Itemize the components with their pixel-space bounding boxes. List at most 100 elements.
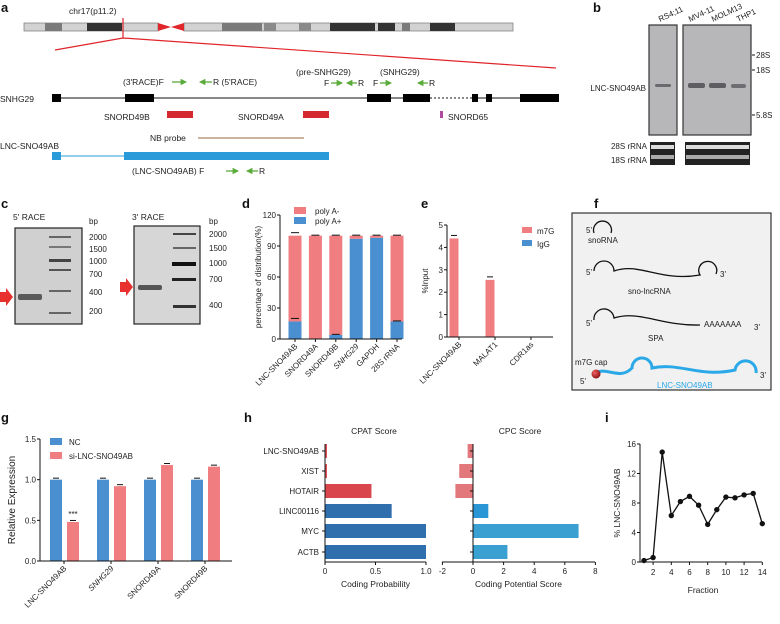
chromosome-label: chr17(p11.2) [69, 6, 117, 16]
northern-blot-image [648, 24, 752, 136]
panel-label-i: i [605, 410, 609, 425]
bar-nc [191, 479, 203, 561]
data-point [695, 502, 702, 508]
ladder-size-label: 1000 [209, 259, 227, 268]
legend-label: si-LNC-SNO49AB [69, 452, 133, 461]
x-tick-label: -2 [439, 567, 447, 576]
y-tick-label: 3 [439, 266, 444, 275]
ladder-size-label: 2000 [89, 233, 107, 242]
y-tick-label: 1 [439, 311, 444, 320]
bar [325, 464, 328, 478]
y-tick-label: 2 [439, 288, 444, 297]
m7g-cap-icon [591, 369, 601, 379]
panel-label-f: f [594, 196, 599, 211]
snord49a-bar [303, 111, 329, 118]
legend-swatch [294, 207, 306, 214]
svg-text:3': 3' [720, 270, 726, 279]
ladder-size-label: 1500 [209, 244, 227, 253]
x-tick-label: CDR1as [508, 340, 536, 368]
chart-title: CPAT Score [351, 426, 397, 436]
x-tick-label: 10 [721, 568, 730, 577]
panel-label-d: d [242, 196, 250, 211]
x-tick-label: MALAT1 [471, 340, 499, 368]
y-tick-label: 0 [632, 558, 637, 567]
bar-poly-a-plus [288, 321, 302, 339]
y-tick-label: 4 [632, 529, 637, 538]
data-point [705, 521, 711, 528]
race3-gel-image [133, 225, 201, 325]
chart-relative-expression: LNC-SNO49AB SNHG29 SNORD49A SNORD49B *** 0.0 0… [7, 435, 232, 610]
svg-text:5': 5' [586, 226, 592, 235]
bar-m7g [485, 279, 495, 337]
snhg29-gene-model [52, 94, 559, 102]
bar [325, 484, 372, 498]
y-tick-label: 5 [439, 221, 444, 230]
bar [459, 464, 473, 478]
x-tick-label: SNORD49B [173, 564, 210, 601]
bar [325, 444, 328, 458]
category-label: LINC00116 [279, 507, 319, 516]
bp-label: bp [209, 217, 218, 226]
lnc-primer-f: (LNC-SNO49AB) F [132, 166, 204, 176]
sno-lncrna-structure: 5' 3' sno-lncRNA [586, 260, 726, 296]
category-label: LNC-SNO49AB [263, 447, 319, 456]
ladder-size-label: 400 [209, 301, 223, 310]
panel-a: a chr17(p11.2) SNHG29 [0, 0, 559, 176]
x-tick-label: LNC-SNO49AB [23, 564, 69, 610]
rna-schematic-box [571, 212, 772, 391]
x-tick-label: LNC-SNO49AB [418, 340, 464, 386]
marker-18s: 18S [756, 66, 770, 75]
data-point [659, 449, 665, 455]
legend-swatch [522, 240, 532, 246]
bar-poly-a-plus [390, 321, 404, 339]
lnc-sno49ab-transcript [52, 152, 329, 160]
pre-snhg29-primer-r: R [358, 78, 364, 88]
category-label: XIST [301, 467, 319, 476]
panel-label-e: e [421, 196, 428, 211]
x-tick-label: 4 [532, 567, 537, 576]
primer-3race-f: (3'RACE)F [123, 77, 164, 87]
nb-probe-label: NB probe [150, 133, 186, 143]
bar [325, 504, 392, 518]
data-point [650, 554, 656, 561]
chart-fraction-distribution: 0 4 8 12 16 2 4 6 8 10 12 14 Fraction % LNC-SNO49AB [612, 440, 767, 595]
ladder-size-label: 1000 [89, 257, 107, 266]
svg-text:sno-lncRNA: sno-lncRNA [628, 287, 671, 296]
data-point [732, 495, 738, 501]
bar-poly-a-plus [370, 237, 384, 339]
y-tick-label: 90 [267, 242, 276, 251]
legend-label: IgG [537, 240, 550, 249]
bar [473, 545, 508, 559]
bar-si-lnc [114, 486, 126, 561]
x-tick-label: 1.0 [420, 567, 432, 576]
svg-text:5': 5' [586, 268, 592, 277]
race5-gel-image [14, 227, 83, 325]
svg-text:3': 3' [754, 323, 760, 332]
bar-poly-a-plus [349, 238, 363, 339]
bar-poly-a-minus [288, 235, 302, 322]
y-axis-label: Relative Expression [7, 456, 18, 544]
lnc-transcript-label: LNC-SNO49AB [0, 141, 59, 151]
data-point [668, 512, 674, 519]
band-arrow-icon [120, 278, 133, 296]
svg-text:m7G cap: m7G cap [575, 358, 608, 367]
legend-swatch [522, 227, 532, 233]
data-point [723, 494, 729, 500]
bar-si-lnc [67, 521, 79, 561]
ladder-size-label: 200 [89, 307, 103, 316]
rrna-18s-label: 18S rRNA [611, 156, 648, 165]
data-point [759, 520, 765, 527]
race3-title: 3' RACE [132, 212, 165, 222]
ladder-labels-3race: 2000 1500 1000 700 400 [209, 230, 227, 310]
bar-m7g [449, 238, 459, 337]
legend-swatch [50, 438, 62, 445]
svg-text:snoRNA: snoRNA [588, 236, 618, 245]
y-tick-label: 1.5 [25, 435, 37, 444]
ladder-size-label: 400 [89, 288, 103, 297]
bar-nc [50, 479, 62, 561]
y-tick-label: 8 [632, 499, 637, 508]
bar-si-lnc [208, 466, 220, 561]
x-tick-label: 14 [758, 568, 767, 577]
legend-label: m7G [537, 227, 554, 236]
